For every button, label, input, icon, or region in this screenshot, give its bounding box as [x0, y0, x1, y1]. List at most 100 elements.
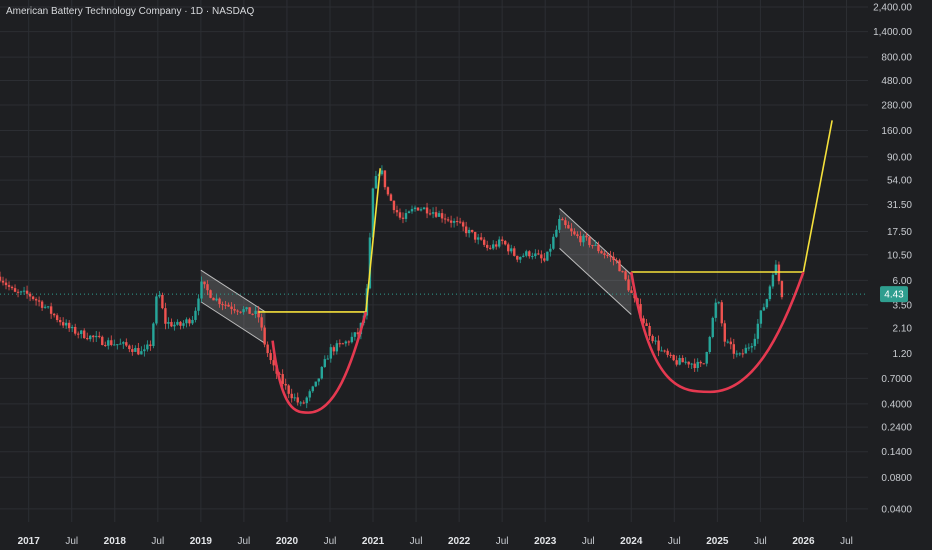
candle [203, 281, 206, 289]
candle [7, 281, 11, 291]
candle [52, 312, 56, 318]
candle [570, 223, 573, 237]
candle [543, 253, 546, 263]
candle [618, 258, 621, 272]
candle [452, 218, 456, 228]
candle [555, 225, 558, 238]
y-tick-label: 17.50 [887, 227, 912, 238]
candle [4, 278, 8, 290]
candle [233, 303, 236, 314]
candle [128, 344, 131, 353]
candle [726, 339, 729, 344]
candle [756, 319, 760, 344]
candle [747, 343, 751, 351]
candle [495, 241, 498, 250]
y-tick-label: 1,400.00 [873, 27, 912, 38]
candle [780, 280, 784, 300]
grid-layer [0, 0, 868, 522]
candle [464, 221, 468, 237]
candle [699, 360, 702, 367]
candle [125, 338, 128, 348]
candle [732, 338, 735, 359]
candle [777, 261, 781, 285]
candle [693, 358, 696, 372]
candle [40, 300, 44, 311]
candle [564, 217, 567, 229]
y-tick-label: 0.1400 [881, 447, 912, 458]
candle [227, 302, 230, 307]
channel-lower-line [200, 301, 266, 344]
current-price-value: 4.43 [884, 290, 904, 301]
candle [290, 388, 293, 403]
candle [398, 208, 402, 220]
candle [131, 344, 134, 356]
y-tick-label: 31.50 [887, 200, 912, 211]
candle [344, 340, 348, 347]
candle [434, 206, 438, 218]
candle [651, 334, 654, 344]
candle [182, 320, 185, 329]
candle [546, 251, 549, 262]
candle [705, 351, 708, 367]
y-tick-label: 0.7000 [881, 374, 912, 385]
candle [89, 334, 92, 342]
candle [729, 337, 732, 350]
candle [771, 272, 775, 289]
y-tick-label: 3.50 [893, 300, 913, 311]
candle [317, 378, 320, 386]
current-price-label: 4.43 [880, 286, 908, 303]
candle [218, 297, 221, 308]
candle [176, 319, 179, 326]
candle [552, 233, 555, 251]
candle [597, 241, 600, 254]
candle [83, 328, 86, 339]
candle [374, 170, 378, 189]
candle [615, 257, 618, 264]
candle [0, 271, 2, 283]
candle [287, 384, 290, 399]
candle [95, 331, 98, 343]
candle [326, 355, 330, 360]
candle [516, 255, 519, 263]
candle [467, 227, 471, 238]
candle [161, 292, 164, 310]
candle [28, 291, 32, 302]
candle [510, 244, 513, 254]
candle [660, 346, 663, 352]
candle [774, 260, 778, 276]
y-tick-label: 10.50 [887, 250, 912, 261]
candle [188, 317, 191, 327]
x-tick-label: Jul [668, 536, 681, 547]
candle [419, 207, 423, 212]
x-tick-label: Jul [238, 536, 251, 547]
candle [525, 249, 528, 258]
candle [293, 393, 296, 402]
candle [609, 250, 612, 262]
y-tick-label: 480.00 [881, 76, 912, 87]
candle [347, 340, 351, 346]
candle [624, 270, 627, 281]
candle [13, 284, 17, 293]
candle [170, 318, 173, 328]
y-tick-label: 6.00 [893, 276, 913, 287]
candle [645, 318, 648, 327]
candle [669, 352, 672, 359]
candle [461, 220, 465, 232]
candle [215, 293, 218, 302]
candle [561, 217, 564, 221]
candle [191, 316, 194, 325]
candle [61, 317, 65, 328]
y-tick-label: 0.2400 [881, 423, 912, 434]
candle [410, 205, 414, 214]
candle [401, 212, 405, 224]
candle [92, 334, 95, 343]
x-tick-label: 2024 [620, 536, 643, 547]
candle [404, 209, 408, 223]
y-tick-label: 0.4000 [881, 399, 912, 410]
candle [708, 335, 711, 354]
candle [392, 200, 396, 214]
candle [678, 355, 681, 366]
candle [149, 340, 152, 351]
